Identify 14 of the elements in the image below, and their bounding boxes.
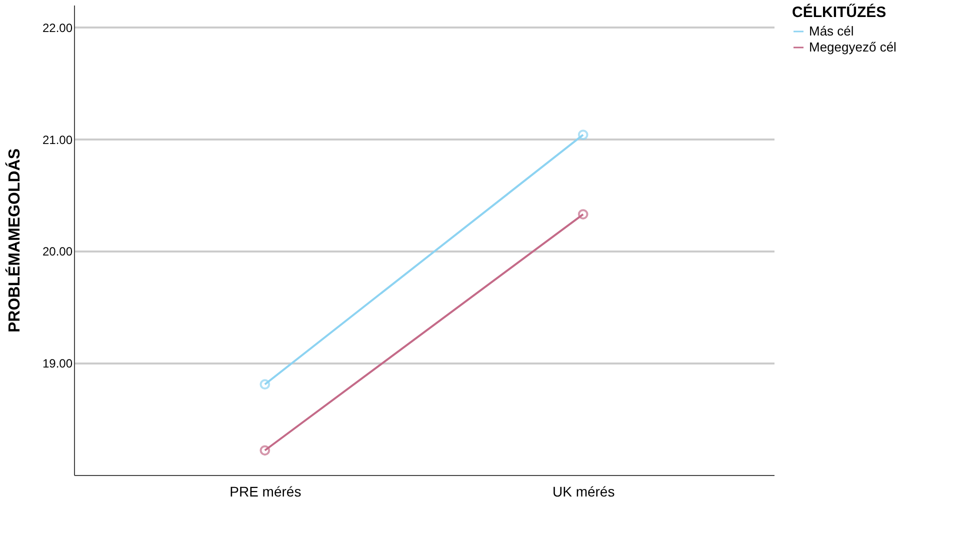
point — [578, 209, 588, 220]
y-tick-label: 20.00 — [42, 244, 73, 259]
y-tick-label: 22.00 — [42, 20, 73, 35]
y-axis-title: PROBLÉMAMEGOLDÁS — [4, 148, 24, 332]
x-tick-label: PRE mérés — [230, 484, 302, 500]
legend-title: CÉLKITŰZÉS — [792, 3, 886, 21]
point — [260, 379, 270, 390]
legend-label: Megegyező cél — [809, 40, 897, 54]
y-tick-label: 21.00 — [42, 132, 73, 147]
point — [578, 130, 588, 140]
point — [260, 445, 270, 456]
y-tick-label: 19.00 — [42, 356, 73, 371]
x-tick-label: UK mérés — [552, 484, 615, 500]
legend-label: Más cél — [809, 24, 854, 38]
